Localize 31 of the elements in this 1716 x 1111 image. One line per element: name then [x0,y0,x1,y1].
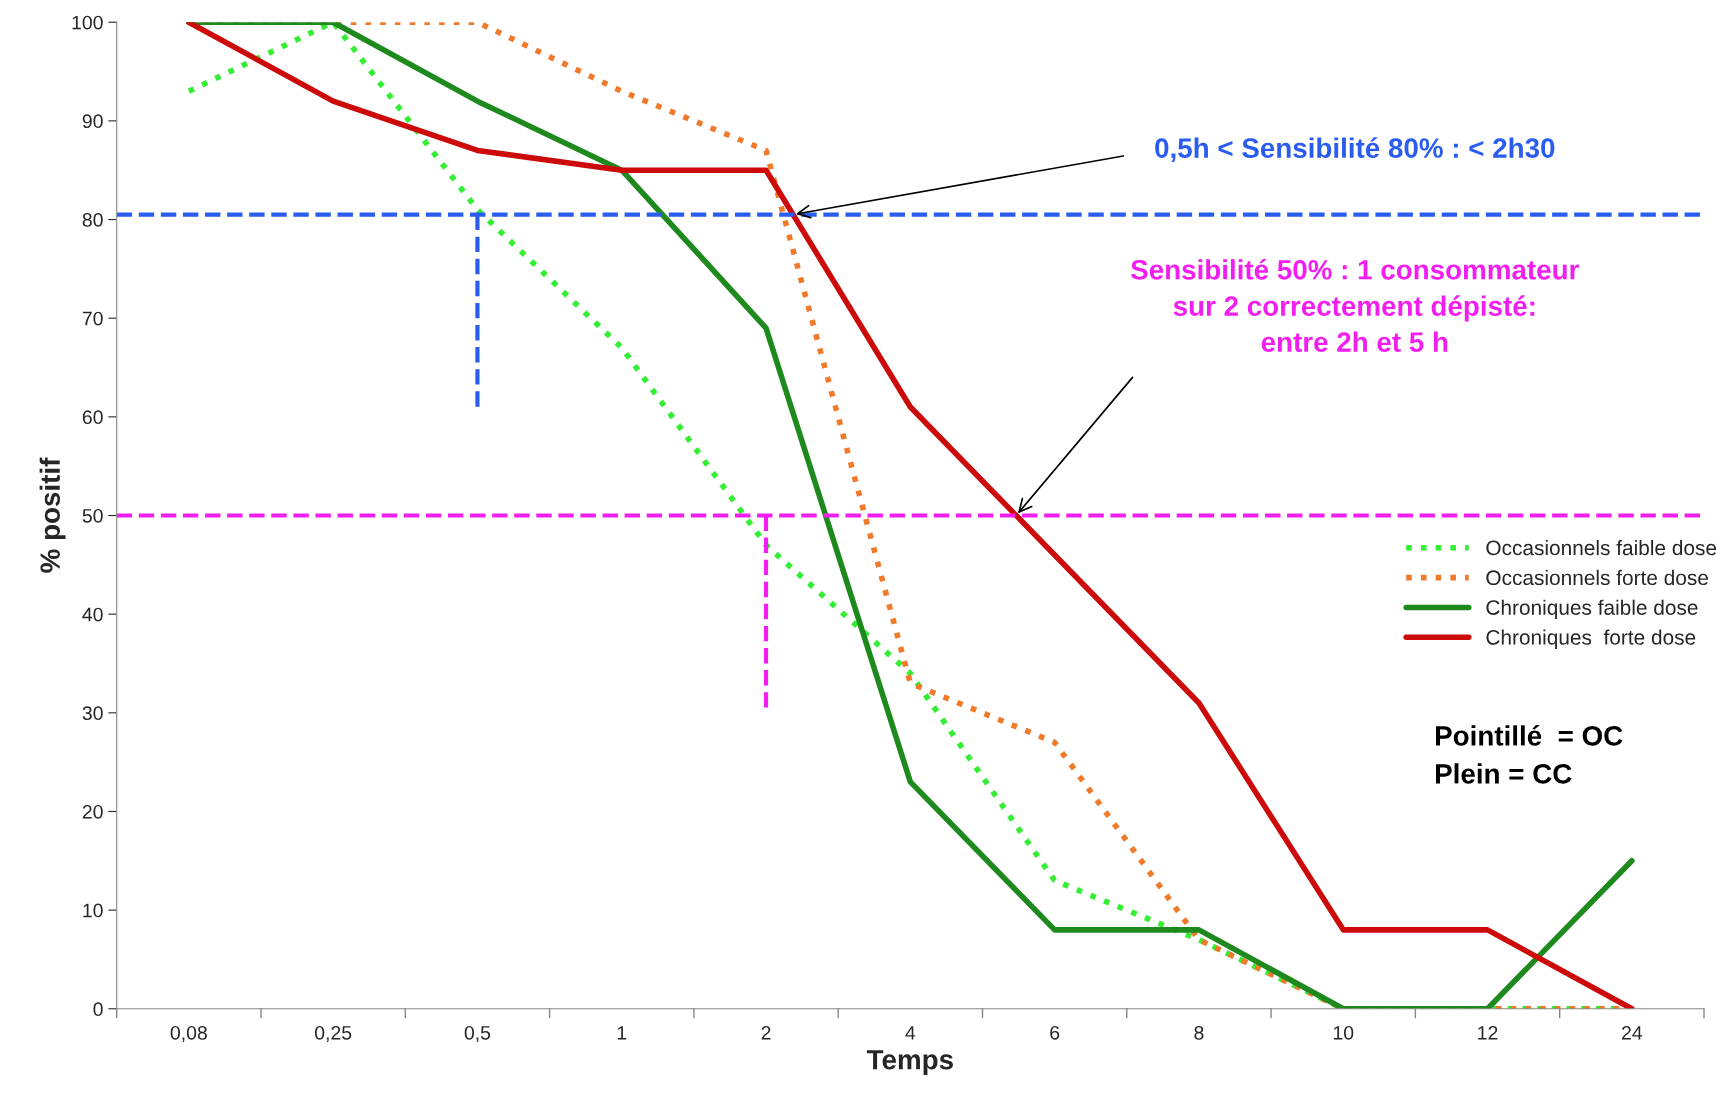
legend-label: Occasionnels forte dose [1486,569,1708,586]
y-tick-label: 80 [82,213,103,227]
y-axis-title: % positif [39,457,66,573]
y-tick-label: 40 [82,607,103,622]
annotation: Sensibilité 50% : 1 consommateur sur 2 correctement dépisté: entre 2h et 5 h [1130,258,1579,352]
legend-label: Chroniques faible dose [1486,599,1698,620]
x-axis-title: Temps [866,1050,953,1076]
annotation: Pointillé = OC Plein = CC [1436,725,1623,784]
y-tick-label: 20 [82,804,103,819]
y-tick-label: 50 [82,508,103,523]
x-tick-label: 0,25 [314,1025,352,1043]
legend-label: Chroniques forte dose [1486,629,1696,649]
x-tick-label: 24 [1622,1025,1643,1040]
x-tick-label: 1 [617,1026,627,1040]
y-tick-label: 90 [82,114,103,129]
y-tick-label: 100 [72,15,103,30]
x-tick-label: 2 [761,1025,771,1040]
legend-label: Occasionnels faible dose [1486,539,1716,556]
x-tick-label: 12 [1478,1025,1498,1040]
x-tick-label: 0,5 [464,1025,491,1043]
x-tick-label: 8 [1194,1025,1204,1040]
x-tick-label: 6 [1050,1025,1060,1040]
annotation: 0,5h < Sensibilité 80% : < 2h30 [1155,137,1555,162]
y-tick-label: 70 [82,311,103,326]
y-tick-label: 60 [82,410,103,425]
x-tick-label: 10 [1333,1025,1354,1040]
y-tick-label: 0 [93,1002,103,1017]
x-tick-label: 4 [905,1026,916,1040]
y-tick-label: 30 [82,706,103,721]
x-tick-label: 0,08 [170,1025,207,1043]
y-tick-label: 10 [83,903,103,918]
